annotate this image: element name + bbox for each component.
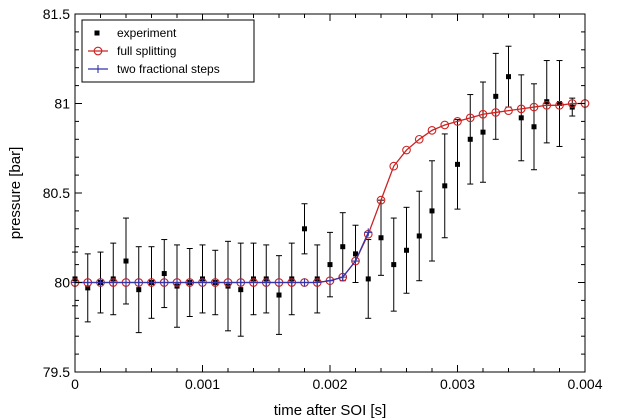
y-tick-label: 80.5: [43, 185, 70, 201]
experiment-point: [519, 115, 524, 120]
plot-data: [71, 46, 589, 336]
x-tick-label: 0.003: [440, 376, 475, 392]
legend-label-two-fractional-steps: two fractional steps: [117, 62, 220, 76]
experiment-point: [277, 293, 282, 298]
experiment-point: [238, 287, 243, 292]
y-tick-label: 81: [54, 96, 70, 112]
experiment-point: [506, 74, 511, 79]
experiment-point: [442, 183, 447, 188]
legend-marker-experiment: [95, 31, 100, 36]
two-fractional-steps-point: [364, 228, 372, 236]
y-tick-label: 79.5: [43, 364, 70, 380]
experiment-point: [493, 94, 498, 99]
legend: experiment full splitting two fractional s…: [82, 20, 254, 82]
experiment-point: [455, 162, 460, 167]
experiment-point: [532, 124, 537, 129]
x-tick-label: 0.002: [312, 376, 347, 392]
y-axis-title: pressure [bar]: [7, 147, 24, 240]
legend-label-full-splitting: full splitting: [117, 44, 176, 58]
x-tick-label: 0.004: [567, 376, 602, 392]
experiment-point: [340, 244, 345, 249]
x-axis-title: time after SOI [s]: [274, 402, 387, 419]
experiment-point: [379, 235, 384, 240]
legend-label-experiment: experiment: [117, 26, 177, 40]
experiment-point: [468, 137, 473, 142]
experiment-point: [162, 271, 167, 276]
y-tick-label: 81.5: [43, 6, 70, 22]
x-tick-label: 0: [71, 376, 79, 392]
experiment-point: [417, 233, 422, 238]
experiment-point: [302, 226, 307, 231]
x-tick-label: 0.001: [185, 376, 220, 392]
two-fractional-steps-line: [75, 232, 368, 282]
experiment-point: [430, 208, 435, 213]
experiment-point: [328, 262, 333, 267]
y-tick-label: 80: [54, 275, 70, 291]
experiment-point: [353, 251, 358, 256]
experiment-point: [124, 259, 129, 264]
experiment-point: [481, 130, 486, 135]
experiment-point: [366, 276, 371, 281]
experiment-point: [391, 262, 396, 267]
experiment-point: [404, 248, 409, 253]
experiment-point: [136, 287, 141, 292]
